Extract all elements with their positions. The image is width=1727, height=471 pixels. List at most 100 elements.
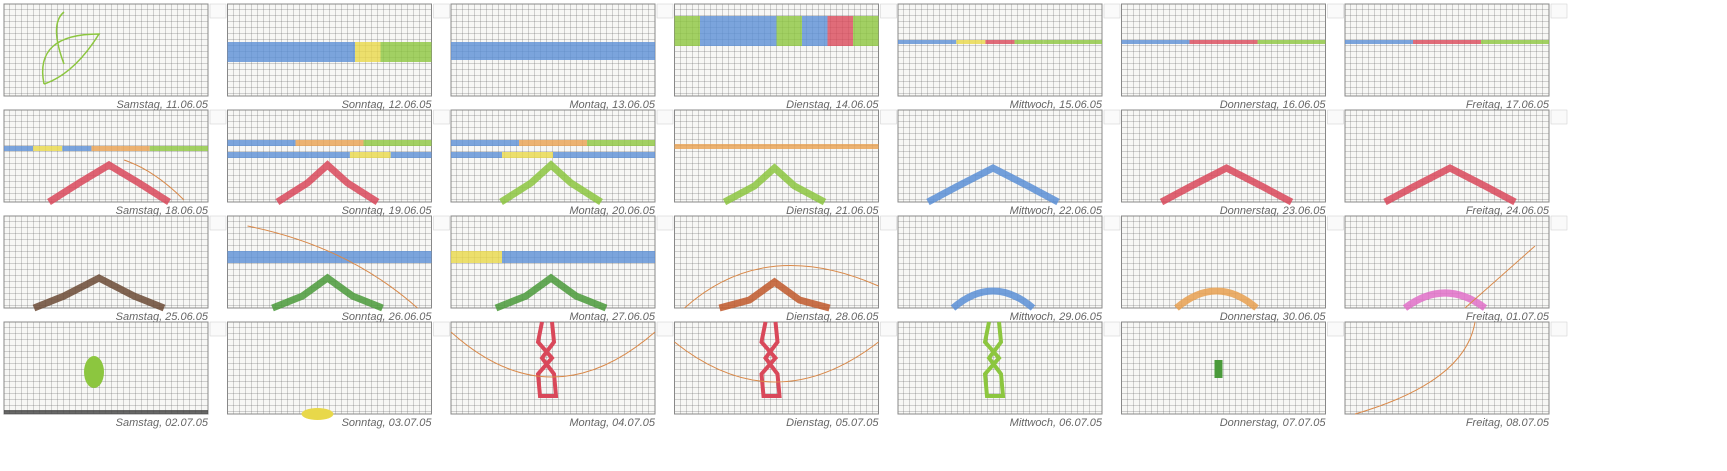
colored-band [700, 16, 726, 46]
pencil-line [247, 225, 418, 309]
pencil-line [1354, 321, 1476, 415]
sketch-panel: Sonntag, 12.06.05 [227, 3, 450, 111]
colored-band [355, 42, 381, 62]
colored-band [451, 152, 502, 158]
grid-paper [897, 3, 1103, 97]
sketch-panel: Samstag, 02.07.05 [3, 321, 227, 429]
colored-band [604, 152, 655, 158]
sketch-panel: Dienstag, 28.06.05 [674, 215, 897, 323]
pencil-line [450, 331, 656, 378]
tag-corner [433, 215, 450, 231]
tag-corner [1550, 215, 1568, 231]
tag-corner [1103, 215, 1121, 231]
colored-band [329, 251, 381, 263]
panel-caption: Montag, 13.06.05 [569, 99, 656, 111]
colored-band [604, 251, 655, 263]
colored-band [451, 140, 485, 146]
hill-drawing [271, 273, 384, 312]
colored-band [553, 140, 587, 146]
tag-corner [1550, 109, 1568, 125]
sketch-panel: Freitag, 08.07.05 [1344, 321, 1568, 429]
colored-band [62, 146, 92, 151]
sketch-panel: Dienstag, 21.06.05 [674, 109, 897, 217]
sketch-panel: Montag, 20.06.05 [450, 109, 674, 217]
arc-drawing [950, 287, 1036, 311]
panel-caption: Freitag, 01.07.05 [1466, 311, 1550, 323]
hill-drawing [47, 160, 171, 205]
tag-corner [433, 3, 450, 19]
tag-corner [209, 3, 227, 19]
sketch-panel: Donnerstag, 16.06.05 [1121, 3, 1344, 111]
colored-band [502, 152, 553, 158]
panel-caption: Donnerstag, 16.06.05 [1220, 99, 1327, 111]
colored-band [451, 42, 502, 60]
colored-band [227, 42, 253, 62]
colored-band [227, 251, 279, 263]
colored-band [406, 42, 432, 62]
chain-drawing [759, 321, 782, 398]
tag-corner [880, 3, 897, 19]
tag-corner [656, 3, 674, 19]
hill-drawing [926, 164, 1060, 206]
panel-caption: Sonntag, 03.07.05 [342, 417, 433, 429]
tag-corner [880, 109, 897, 125]
tag-corner [1327, 3, 1344, 19]
sketch-panel: Samstag, 18.06.05 [3, 109, 227, 217]
pencil-line [674, 341, 879, 383]
grid-paper [1121, 321, 1326, 415]
sketch-panel: Freitag, 01.07.05 [1344, 215, 1568, 323]
panel-caption: Freitag, 17.06.05 [1466, 99, 1550, 111]
sketch-panel: Sonntag, 03.07.05 [227, 321, 450, 429]
panel-caption: Mittwoch, 22.06.05 [1010, 205, 1103, 217]
tag-corner [1327, 321, 1344, 337]
colored-band [674, 144, 726, 149]
sketch-panel: Sonntag, 26.06.05 [227, 215, 450, 323]
colored-band [91, 146, 121, 151]
colored-band [1379, 40, 1413, 44]
grid-paper [3, 321, 209, 415]
sketch-panel: Sonntag, 19.06.05 [227, 109, 450, 217]
colored-band [1515, 40, 1549, 44]
colored-band [295, 140, 330, 146]
tag-corner [656, 321, 674, 337]
tag-corner [209, 215, 227, 231]
colored-band [1481, 40, 1515, 44]
colored-band [1189, 40, 1224, 44]
colored-band [1413, 40, 1447, 44]
panel-caption: Donnerstag, 30.06.05 [1220, 311, 1327, 323]
blob-drawing [301, 408, 334, 420]
colored-band [329, 140, 364, 146]
colored-band [149, 146, 179, 151]
tag-corner [1550, 3, 1568, 19]
panel-caption: Mittwoch, 06.07.05 [1010, 417, 1103, 429]
grid-paper [1121, 109, 1326, 203]
sketch-panel: Samstag, 25.06.05 [3, 215, 227, 323]
sketch-panel: Freitag, 17.06.05 [1344, 3, 1568, 111]
grid-paper [3, 215, 209, 309]
colored-band [502, 42, 553, 60]
colored-band [33, 146, 63, 151]
colored-band [621, 140, 655, 146]
chain-drawing [982, 321, 1006, 398]
leaf-drawing [42, 11, 101, 85]
chain-drawing [535, 321, 559, 398]
colored-band [329, 42, 355, 62]
hill-drawing [722, 163, 827, 206]
tag-corner [1103, 109, 1121, 125]
colored-band [304, 42, 330, 62]
hill-drawing [499, 160, 603, 205]
colored-band [1043, 40, 1073, 44]
panel-caption: Samstag, 18.06.05 [116, 205, 209, 217]
sketch-panel: Montag, 13.06.05 [450, 3, 674, 111]
panel-caption: Montag, 27.06.05 [569, 311, 656, 323]
pencil-line [1464, 245, 1536, 309]
tag-corner [656, 109, 674, 125]
arc-drawing [1174, 287, 1259, 311]
colored-band [1257, 40, 1292, 44]
sketch-panel: Freitag, 24.06.05 [1344, 109, 1568, 217]
panel-caption: Freitag, 08.07.05 [1466, 417, 1550, 429]
grid-paper [227, 321, 432, 415]
tag-corner [656, 215, 674, 231]
colored-band [985, 40, 1015, 44]
